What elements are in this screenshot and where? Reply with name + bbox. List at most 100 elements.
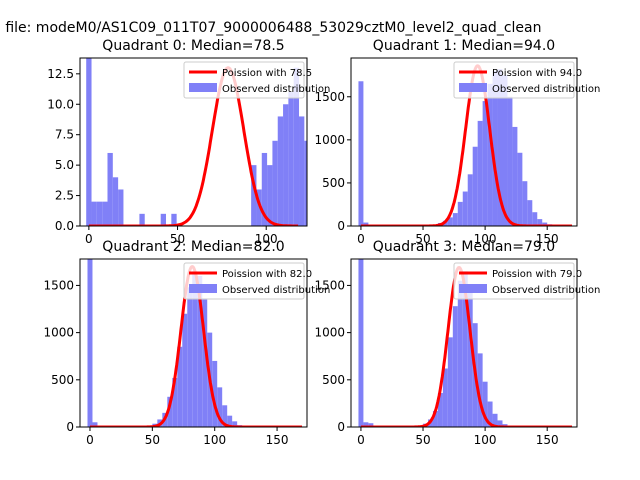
histogram-bar xyxy=(87,259,93,427)
y-tick-label: 12.5 xyxy=(47,67,74,81)
histogram-bar xyxy=(482,101,488,226)
histogram-bar xyxy=(437,393,443,427)
histogram-bar xyxy=(512,126,518,226)
legend: Poission with 94.0 Observed distribution xyxy=(453,61,600,99)
histogram-bar xyxy=(261,152,268,226)
figure-suptitle: n file: modeM0/AS1C09_011T07_9000006488_… xyxy=(0,20,541,36)
axes-frame xyxy=(79,57,308,227)
histogram-bar xyxy=(139,213,145,226)
histogram-bar xyxy=(457,280,463,427)
histogram-bar xyxy=(272,140,278,226)
histogram-bar xyxy=(299,116,305,226)
poisson-fit-line xyxy=(360,266,573,427)
legend-swatch-observed xyxy=(459,83,487,92)
histogram-bars xyxy=(358,69,553,226)
histogram-bar xyxy=(368,423,374,427)
histogram-bar xyxy=(336,104,341,226)
histogram-bar xyxy=(197,275,203,427)
panel-quadrant-0: Quadrant 0: Median=78.5 0 50 100 0.0 2.5 5.0 7.… xyxy=(47,38,373,246)
histogram-bar xyxy=(315,141,320,226)
y-tick-label: 1500 xyxy=(43,278,74,292)
legend-label-poisson: Poission with 82.0 xyxy=(222,269,312,280)
x-tick-label: 150 xyxy=(536,433,559,447)
histogram-bar xyxy=(457,201,463,226)
legend-swatch-observed xyxy=(189,284,217,293)
histogram-bar xyxy=(293,67,300,226)
histogram-bar xyxy=(107,152,113,226)
panel-title: Quadrant 1: Median=94.0 xyxy=(373,38,555,54)
histogram-bar xyxy=(256,189,262,226)
histogram-bar xyxy=(283,104,289,226)
x-tick-label: 50 xyxy=(170,232,185,246)
histogram-bar xyxy=(368,202,373,226)
x-tick-label: 0 xyxy=(357,433,365,447)
histogram-bar xyxy=(232,421,238,427)
poisson-fit-line xyxy=(360,64,573,226)
histogram-bar xyxy=(442,368,448,427)
histogram-bar xyxy=(326,189,331,226)
histogram-bar xyxy=(467,174,473,226)
poisson-fit-line xyxy=(88,66,299,226)
histogram-bar xyxy=(167,396,173,427)
histogram-bar xyxy=(342,104,347,226)
histogram-bar xyxy=(363,422,369,427)
histogram-bar xyxy=(212,360,218,427)
x-tick-label: 50 xyxy=(415,232,430,246)
histogram-bar xyxy=(472,146,478,226)
y-tick-label: 1000 xyxy=(314,133,345,147)
y-tick-label: 500 xyxy=(51,373,74,387)
legend-label-poisson: Poission with 94.0 xyxy=(492,68,582,79)
y-tick-label: 500 xyxy=(322,373,345,387)
legend-label-observed: Observed distribution xyxy=(222,84,330,95)
y-tick-label: 0 xyxy=(66,420,74,434)
histogram-bar xyxy=(92,422,98,427)
legend: Poission with 78.5 Observed distribution xyxy=(183,61,330,99)
histogram-bar xyxy=(497,69,503,226)
histogram-bar xyxy=(112,177,119,226)
panel-title: Quadrant 3: Median=79.0 xyxy=(373,239,555,255)
x-tick-label: 0 xyxy=(86,433,94,447)
histogram-bar xyxy=(452,213,458,226)
histogram-bar xyxy=(192,271,198,427)
axes-frame xyxy=(79,258,308,428)
y-tick-label: 7.5 xyxy=(55,128,74,142)
y-tick-label: 1500 xyxy=(314,278,345,292)
y-tick-label: 0 xyxy=(337,420,345,434)
axes-frame xyxy=(350,57,578,227)
x-tick-label: 150 xyxy=(266,433,289,447)
histogram-bar xyxy=(358,81,364,226)
y-tick-label: 0 xyxy=(337,219,345,233)
histogram-bar xyxy=(432,410,438,427)
panel-title: Quadrant 0: Median=78.5 xyxy=(102,38,284,54)
x-tick-label: 50 xyxy=(415,433,430,447)
histogram-bar xyxy=(447,217,453,226)
histogram-bar xyxy=(91,201,97,226)
histogram-bar xyxy=(267,165,273,226)
histogram-bar xyxy=(467,292,473,427)
legend-swatch-observed xyxy=(189,83,217,92)
histogram-bar xyxy=(96,201,103,226)
x-tick-label: 100 xyxy=(474,433,497,447)
y-tick-label: 10.0 xyxy=(47,97,74,111)
histogram-bar xyxy=(251,165,257,226)
x-tick-label: 50 xyxy=(145,433,160,447)
histogram-bar xyxy=(222,405,228,427)
histogram-bar xyxy=(86,58,92,226)
y-tick-label: 0.0 xyxy=(55,219,74,233)
histogram-bar xyxy=(277,116,284,226)
histogram-bar xyxy=(177,346,183,427)
panel-quadrant-1: Quadrant 1: Median=94.00 50 100 15005001000… xyxy=(314,38,600,246)
histogram-bar xyxy=(363,202,368,226)
x-tick-label: 100 xyxy=(203,433,226,447)
legend-label-poisson: Poission with 78.5 xyxy=(222,68,312,79)
histogram-bar xyxy=(358,259,364,427)
legend: Poission with 82.0 Observed distribution xyxy=(183,262,330,300)
histogram-bar xyxy=(452,306,458,427)
y-tick-label: 1000 xyxy=(314,326,345,340)
histogram-bar xyxy=(492,70,498,226)
legend-swatch-observed xyxy=(459,284,487,293)
histogram-bar xyxy=(310,153,315,226)
histogram-bar xyxy=(363,222,369,226)
histogram-bar xyxy=(160,213,167,226)
